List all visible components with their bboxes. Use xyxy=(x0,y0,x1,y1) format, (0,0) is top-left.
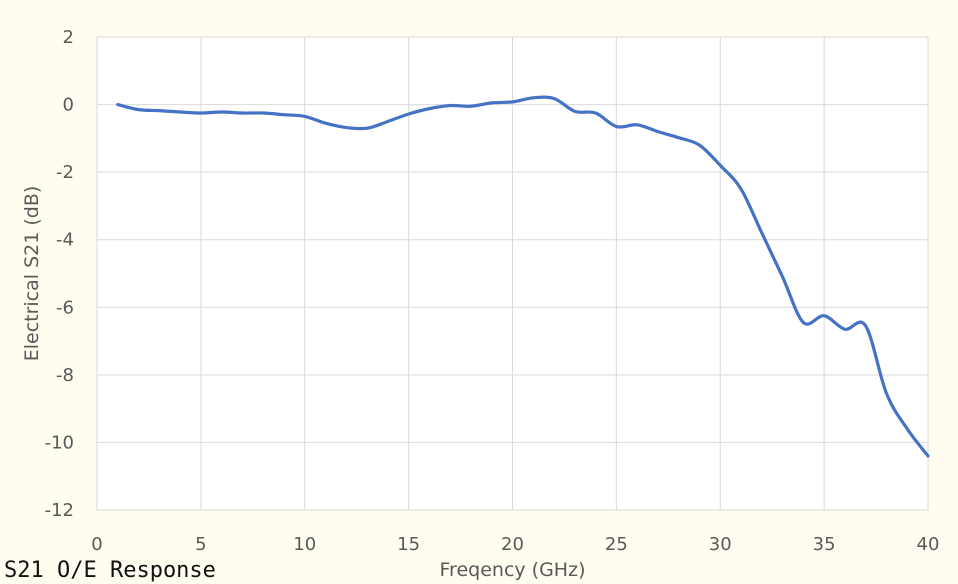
x-tick-label: 40 xyxy=(917,534,940,555)
y-tick-label: 0 xyxy=(63,95,74,116)
x-tick-label: 0 xyxy=(91,534,102,555)
y-tick-label: -6 xyxy=(56,297,74,318)
x-tick-label: 30 xyxy=(709,534,732,555)
x-tick-label: 10 xyxy=(293,534,316,555)
x-tick-label: 5 xyxy=(195,534,206,555)
chart-caption: S21 O/E Response xyxy=(4,558,216,583)
x-axis-title: Freqency (GHz) xyxy=(440,559,586,581)
y-tick-label: -8 xyxy=(56,365,74,386)
x-tick-label: 15 xyxy=(397,534,420,555)
y-tick-label: -2 xyxy=(56,162,74,183)
x-tick-label: 20 xyxy=(501,534,524,555)
x-tick-label: 35 xyxy=(813,534,836,555)
y-axis-title: Electrical S21 (dB) xyxy=(21,186,43,362)
y-tick-label: -10 xyxy=(45,432,74,453)
x-tick-label: 25 xyxy=(605,534,628,555)
series-line xyxy=(116,95,930,458)
y-tick-label: -12 xyxy=(45,500,74,521)
y-tick-label: 2 xyxy=(63,27,74,48)
y-tick-label: -4 xyxy=(56,230,74,251)
